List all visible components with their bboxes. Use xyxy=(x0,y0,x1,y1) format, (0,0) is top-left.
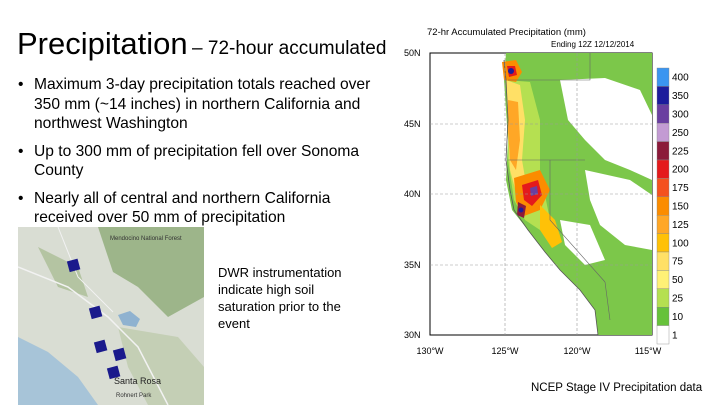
legend-swatch xyxy=(656,122,670,142)
legend-item: 175 xyxy=(656,178,689,197)
legend-swatch xyxy=(656,86,670,106)
legend-item: 25 xyxy=(656,288,684,308)
state-line-ca-nv xyxy=(549,160,606,283)
lat-label: 40N xyxy=(404,189,421,199)
lat-labels: 50N 45N 40N 35N 30N xyxy=(404,48,421,340)
legend-swatch xyxy=(656,251,670,271)
legend-swatch xyxy=(656,288,670,308)
station-marker xyxy=(106,365,121,380)
legend-swatch xyxy=(656,270,670,289)
data-source: NCEP Stage IV Precipitation data xyxy=(531,382,703,394)
legend-label: 125 xyxy=(672,220,689,231)
lat-label: 30N xyxy=(404,330,421,340)
legend-item: 125 xyxy=(656,214,689,234)
legend-swatch xyxy=(656,104,670,124)
lon-label: 115°W xyxy=(635,346,662,356)
legend-item: 300 xyxy=(656,104,689,124)
legend-swatch xyxy=(656,178,670,197)
lat-label: 45N xyxy=(404,119,421,129)
station-marker xyxy=(88,305,103,320)
legend-swatch xyxy=(656,233,670,253)
legend-label: 100 xyxy=(672,238,689,249)
inset-label-forest: Mendocino National Forest xyxy=(110,236,182,242)
legend-item: 10 xyxy=(656,307,684,326)
legend-item: 1 xyxy=(656,325,678,345)
legend-label: 250 xyxy=(672,128,689,139)
legend-label: 400 xyxy=(672,73,689,84)
legend-item: 100 xyxy=(656,233,689,253)
state-line-wa-or xyxy=(508,53,591,81)
lon-label: 130°W xyxy=(416,346,444,356)
legend-label: 10 xyxy=(672,312,684,323)
legend-label: 150 xyxy=(672,202,689,213)
legend-label: 175 xyxy=(672,183,689,194)
map-subtitle: Ending 12Z 12/12/2014 xyxy=(551,40,635,49)
title-main: Precipitation xyxy=(17,26,188,61)
legend-item: 150 xyxy=(656,196,689,216)
instrumentation-note: DWR instrumentation indicate high soil s… xyxy=(218,265,342,331)
legend-swatch xyxy=(656,325,670,345)
legend-label: 225 xyxy=(672,146,689,157)
legend-item: 50 xyxy=(656,270,684,289)
bullet-item: Up to 300 mm of precipitation fell over … xyxy=(18,142,388,181)
inset-label-rohnert-park: Rohnert Park xyxy=(116,393,152,399)
station-marker xyxy=(66,258,81,273)
legend-label: 350 xyxy=(672,91,689,102)
legend-label: 75 xyxy=(672,257,684,268)
lon-label: 120°W xyxy=(563,346,591,356)
title-subtitle: – 72-hour accumulated xyxy=(192,38,387,59)
station-marker xyxy=(112,347,127,362)
legend-swatch xyxy=(656,159,670,179)
legend-item: 350 xyxy=(656,86,689,106)
legend-label: 200 xyxy=(672,165,689,176)
lon-label: 125°W xyxy=(491,346,519,356)
bullet-list: Maximum 3-day precipitation totals reach… xyxy=(18,75,388,236)
legend-swatch xyxy=(656,67,670,87)
legend-item: 75 xyxy=(656,251,684,271)
legend-item: 200 xyxy=(656,159,689,179)
lon-labels: 130°W 125°W 120°W 115°W xyxy=(416,346,661,356)
legend-item: 225 xyxy=(656,141,689,161)
bullet-item: Nearly all of central and northern Calif… xyxy=(18,189,388,228)
legend-swatch xyxy=(656,307,670,326)
legend-label: 25 xyxy=(672,294,684,305)
precipitation-map: 72-hr Accumulated Precipitation (mm) End… xyxy=(404,27,689,356)
precip-legend: 400 350 300 250 225 200 175 150 125 100 75 50 25 10 1 xyxy=(656,67,689,345)
legend-swatch xyxy=(656,214,670,234)
map-title: 72-hr Accumulated Precipitation (mm) xyxy=(427,27,586,38)
coastline xyxy=(503,59,599,336)
legend-label: 1 xyxy=(672,330,678,341)
legend-item: 250 xyxy=(656,122,689,142)
state-line-ca-az xyxy=(604,281,611,321)
lat-label: 35N xyxy=(404,260,421,270)
slide-title: Precipitation – 72-hour accumulated xyxy=(17,26,386,62)
lat-label: 50N xyxy=(404,48,421,58)
inset-terrain-map: Mendocino National Forest Santa Rosa Roh… xyxy=(18,227,204,405)
gridlines xyxy=(430,53,652,335)
legend-label: 50 xyxy=(672,275,684,286)
inset-map-image: Mendocino National Forest Santa Rosa Roh… xyxy=(18,227,204,405)
legend-item: 400 xyxy=(656,67,689,87)
legend-swatch xyxy=(656,141,670,161)
inset-label-santa-rosa: Santa Rosa xyxy=(114,376,161,386)
legend-label: 300 xyxy=(672,110,689,121)
bullet-item: Maximum 3-day precipitation totals reach… xyxy=(18,75,388,134)
legend-swatch xyxy=(656,196,670,216)
station-marker xyxy=(93,339,108,354)
